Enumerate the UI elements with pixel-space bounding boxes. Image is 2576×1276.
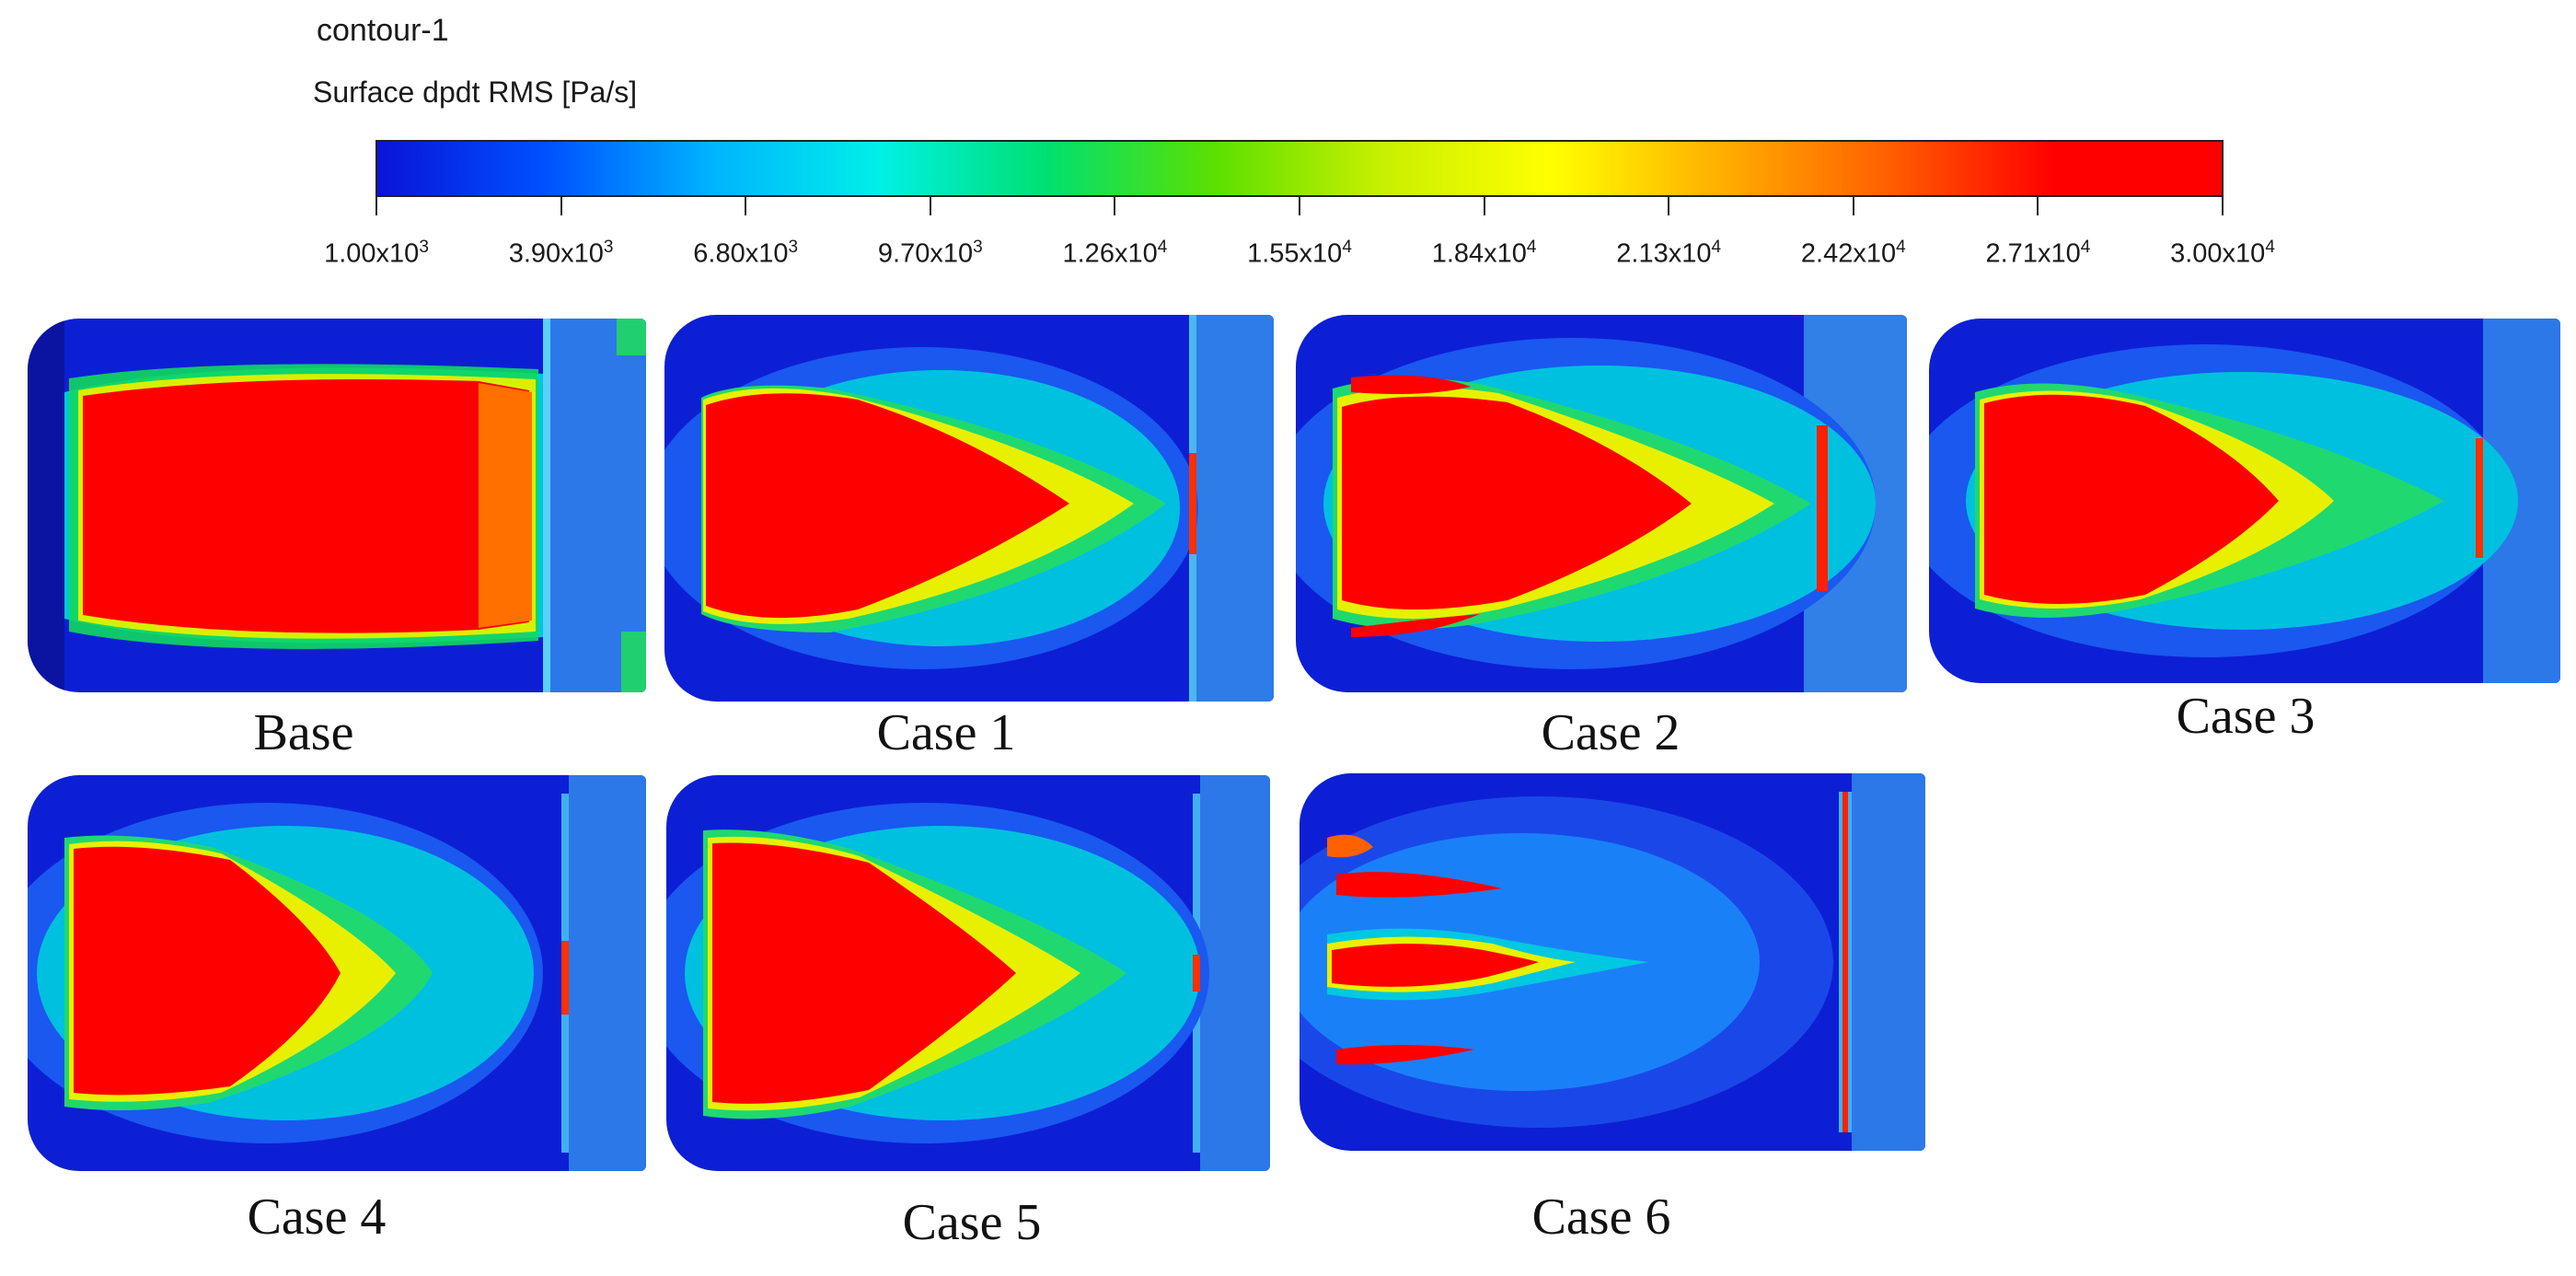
scale-tick-label: 3.00x104: [2170, 238, 2275, 269]
case-label-case-1: Case 1: [876, 704, 1016, 761]
scale-tick: [560, 197, 562, 215]
case-label-case-2: Case 2: [1541, 704, 1681, 761]
case-label-case-4: Case 4: [247, 1189, 387, 1246]
scale-tick-label: 2.42x104: [1800, 238, 1906, 269]
case-label-base: Base: [253, 704, 354, 761]
scale-tick: [1852, 197, 1854, 215]
color-scale-bar: [375, 140, 2224, 197]
scale-tick-label: 1.84x104: [1431, 238, 1537, 269]
contour-panel-case-5: [666, 775, 1270, 1171]
scale-tick-label: 2.13x104: [1616, 238, 1722, 269]
scale-tick-label: 1.00x103: [324, 238, 429, 269]
contour-panel-case-6: [1300, 773, 1925, 1151]
scale-tick-label: 2.71x104: [1985, 238, 2091, 269]
contour-panel-case-3: [1929, 319, 2560, 683]
scale-tick-label: 3.90x103: [508, 238, 614, 269]
contour-map-case-5: [666, 775, 1270, 1171]
contour-map-case-3: [1929, 319, 2560, 683]
scale-tick: [375, 197, 377, 215]
scale-tick: [2222, 197, 2224, 215]
scale-tick: [929, 197, 931, 215]
scale-tick: [1668, 197, 1670, 215]
contour-map-case-4: [28, 775, 646, 1171]
scale-tick: [1114, 197, 1116, 215]
contour-title: contour-1: [317, 13, 449, 48]
scale-tick: [745, 197, 747, 215]
scale-tick: [2037, 197, 2039, 215]
contour-map-case-6: [1300, 773, 1925, 1151]
contour-panel-case-2: [1296, 315, 1907, 692]
contour-panel-case-1: [664, 315, 1274, 702]
scale-tick-label: 9.70x103: [877, 238, 983, 269]
contour-map-base: [28, 319, 646, 692]
contour-panel-case-4: [28, 775, 646, 1171]
case-label-case-3: Case 3: [2176, 688, 2316, 745]
scale-tick-label: 6.80x103: [693, 238, 799, 269]
case-label-case-5: Case 5: [902, 1194, 1042, 1251]
contour-map-case-2: [1296, 315, 1907, 692]
scale-tick: [1483, 197, 1485, 215]
contour-map-case-1: [664, 315, 1274, 702]
scale-tick-label: 1.55x104: [1247, 238, 1352, 269]
case-label-case-6: Case 6: [1531, 1189, 1671, 1246]
scale-tick-label: 1.26x104: [1062, 238, 1168, 269]
contour-panel-base: [28, 319, 646, 692]
variable-label: Surface dpdt RMS [Pa/s]: [313, 75, 638, 109]
scale-tick: [1299, 197, 1300, 215]
